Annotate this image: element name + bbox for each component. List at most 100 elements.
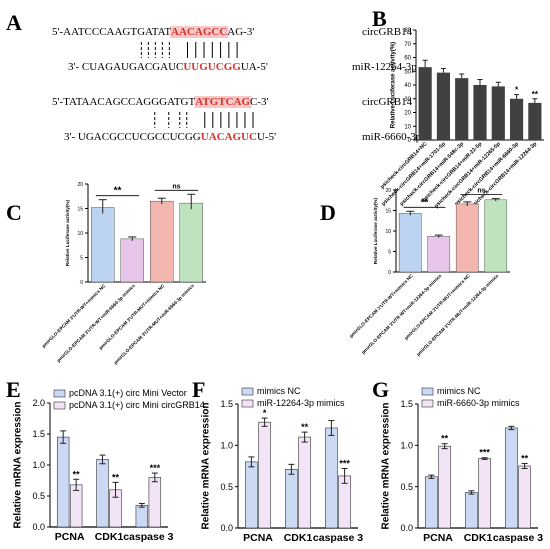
x-tick-label: PCNA: [55, 531, 85, 543]
chart-panel-d: 0 5 10 15 20 Relative Luciferase activity(%) p…: [349, 188, 510, 357]
x-tick-label: CDK1: [284, 532, 313, 544]
x-tick-label: caspase 3: [313, 532, 363, 544]
bar: [436, 72, 451, 140]
panel-letter-g: G: [372, 377, 389, 402]
bar: [455, 78, 469, 140]
sequence-label: circGRB14: [362, 26, 413, 38]
bar: [135, 504, 149, 528]
significance-label: ns: [172, 183, 180, 190]
sequence-label: miR-6660-3p: [362, 131, 422, 143]
legend-label: mimics NC: [257, 386, 301, 396]
y-axis-label: Relative Luciferase activity(%): [65, 199, 70, 266]
bar: [425, 476, 438, 529]
panel-letter-d: D: [320, 200, 336, 225]
chart-panel-e: 0.0 0.5 1.0 1.5 2.0 Relative mRNA expression p…: [13, 388, 205, 543]
y-tick-label: 1.0: [32, 460, 45, 470]
panel-letter-f: F: [192, 377, 205, 402]
y-tick-label: 1.0: [400, 440, 413, 450]
bar: [491, 86, 505, 140]
seed-site-highlight: [194, 96, 252, 108]
x-tick-label: pmirGLO-EPCAM 3'UTR-WT+mimics NC: [41, 283, 107, 349]
x-tick-label: CDK1: [464, 532, 493, 544]
y-tick-label: 10: [385, 229, 391, 235]
x-tick-label: PCNA: [423, 532, 453, 544]
significance-label: **: [73, 469, 81, 479]
legend-swatch: [53, 389, 66, 398]
y-tick-label: 40: [404, 83, 411, 89]
y-tick-label: 5: [388, 249, 391, 255]
y-tick-label: 20: [385, 188, 391, 194]
y-tick-label: 20: [77, 182, 83, 188]
significance-label: ns: [477, 188, 485, 195]
bar: [528, 102, 542, 140]
x-tick-label: psicheck-circGRB14+miR-12264-3p: [470, 141, 539, 210]
bar: [465, 492, 478, 529]
y-tick-label: 1.5: [400, 399, 413, 409]
legend-swatch: [241, 387, 254, 396]
bar: [148, 477, 162, 528]
sequence-label: miR-12264-3p: [352, 61, 417, 73]
bar: [325, 427, 338, 529]
seed-site-highlight: [170, 26, 229, 38]
y-axis-label: Relative mRNA expression: [201, 403, 212, 530]
panel-letter-c: C: [6, 200, 22, 225]
y-tick-label: 10: [77, 231, 83, 237]
x-tick-label: pmirGLO-EPCAM 3'UTR-MUT+mimics NC: [98, 283, 166, 351]
significance-label: **: [441, 434, 449, 444]
bar: [285, 469, 298, 529]
y-tick-label: 0.0: [400, 523, 413, 533]
bar: [120, 238, 144, 283]
panel-letter-b: B: [372, 6, 387, 31]
x-tick-label: PCNA: [243, 532, 273, 544]
y-axis-label: Relative Luciferase activity(%): [390, 42, 396, 128]
y-tick-label: 0: [388, 270, 391, 276]
bar: [418, 67, 432, 140]
y-axis-label: Relative mRNA expression: [13, 402, 24, 529]
bar: [245, 461, 258, 529]
y-tick-label: 70: [404, 42, 411, 48]
chart-panel-f: 0.0 0.5 1.0 1.5 Relative mRNA expression mimi…: [201, 386, 364, 544]
y-tick-label: 0: [80, 280, 83, 286]
bar: [455, 203, 479, 273]
bar: [505, 427, 518, 529]
significance-label: *: [515, 86, 519, 95]
significance-label: ***: [150, 463, 161, 473]
y-tick-label: 1.5: [32, 429, 45, 439]
bar: [484, 199, 508, 273]
y-tick-label: 2.0: [32, 398, 45, 408]
bar: [473, 85, 487, 140]
significance-label: **: [532, 90, 539, 99]
legend-label: pcDNA 3.1(+) circ Mini circGRB14: [69, 400, 205, 410]
y-axis-label: Relative Luciferase activity(%): [373, 197, 378, 264]
base-pair-lines: [154, 112, 254, 128]
sequence-bottom: 3'- UGACGCCUCGCCUCGGUACAGUCU-5': [64, 131, 276, 143]
bar: [258, 421, 271, 529]
bar: [150, 200, 174, 283]
legend-label: miR-12264-3p mimics: [257, 398, 345, 408]
y-tick-label: 0.5: [400, 482, 413, 492]
y-tick-label: 15: [77, 206, 83, 212]
bar: [398, 213, 422, 273]
bar: [438, 445, 451, 529]
x-tick-label: caspase 3: [493, 532, 543, 544]
y-tick-label: 5: [80, 255, 83, 261]
panel-letter-e: E: [6, 377, 21, 402]
base-pair-lines: [140, 42, 238, 58]
y-tick-label: 1.0: [220, 440, 233, 450]
legend-swatch: [421, 399, 434, 408]
significance-label: ***: [479, 448, 490, 458]
y-tick-label: 0.0: [220, 523, 233, 533]
x-tick-label: caspase 3: [123, 531, 173, 543]
y-tick-label: 0.0: [32, 522, 45, 532]
y-axis-label: Relative mRNA expression: [381, 403, 392, 530]
bar: [96, 459, 109, 528]
bar: [179, 202, 203, 283]
significance-label: *: [263, 408, 267, 418]
legend-label: pcDNA 3.1(+) circ Mini Vector: [69, 388, 187, 398]
legend-label: miR-6660-3p mimics: [437, 398, 520, 408]
y-tick-label: 10: [404, 124, 411, 130]
chart-panel-g: 0.0 0.5 1.0 1.5 Relative mRNA expression mimi…: [381, 386, 544, 544]
y-tick-label: 1.5: [220, 399, 233, 409]
sequence-label: circGRB14: [362, 96, 413, 108]
